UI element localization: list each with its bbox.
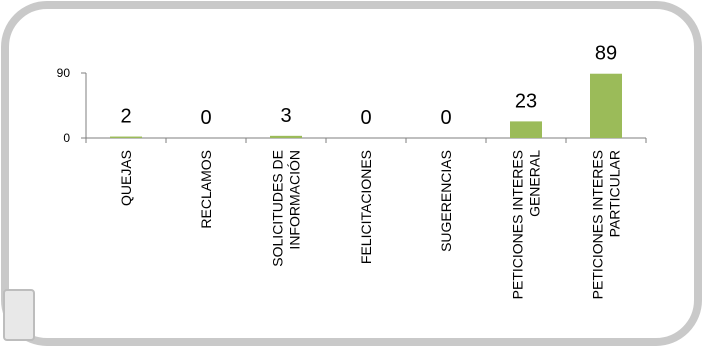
bar <box>110 136 142 138</box>
category-label: FELICITACIONES <box>358 150 374 264</box>
y-tick-label: 90 <box>57 66 71 80</box>
data-label: 0 <box>200 107 211 129</box>
category-label: RECLAMOS <box>198 150 214 229</box>
bar <box>510 121 542 138</box>
data-label: 23 <box>515 90 537 112</box>
data-label: 89 <box>595 43 617 65</box>
category-label: SOLICITUDES DE <box>270 150 286 267</box>
data-label: 3 <box>280 105 291 127</box>
data-label: 0 <box>440 107 451 129</box>
bar <box>590 73 622 138</box>
y-tick-label: 0 <box>63 131 70 145</box>
category-label: PETICIONES INTERES <box>590 150 606 299</box>
bar <box>270 135 302 138</box>
category-label: QUEJAS <box>118 150 134 206</box>
category-label: INFORMACIÓN <box>287 150 303 250</box>
data-label: 0 <box>360 107 371 129</box>
category-label: GENERAL <box>527 150 543 217</box>
corner-tab <box>3 289 35 341</box>
category-label: PARTICULAR <box>607 150 623 237</box>
category-label: PETICIONES INTERES <box>510 150 526 299</box>
category-label: SUGERENCIAS <box>438 150 454 252</box>
data-label: 2 <box>120 106 131 128</box>
plot-area: 0 90 2 QUEJAS 0 RECLAMOS 3 SOLICITUDES DE INFORM… <box>57 43 647 299</box>
